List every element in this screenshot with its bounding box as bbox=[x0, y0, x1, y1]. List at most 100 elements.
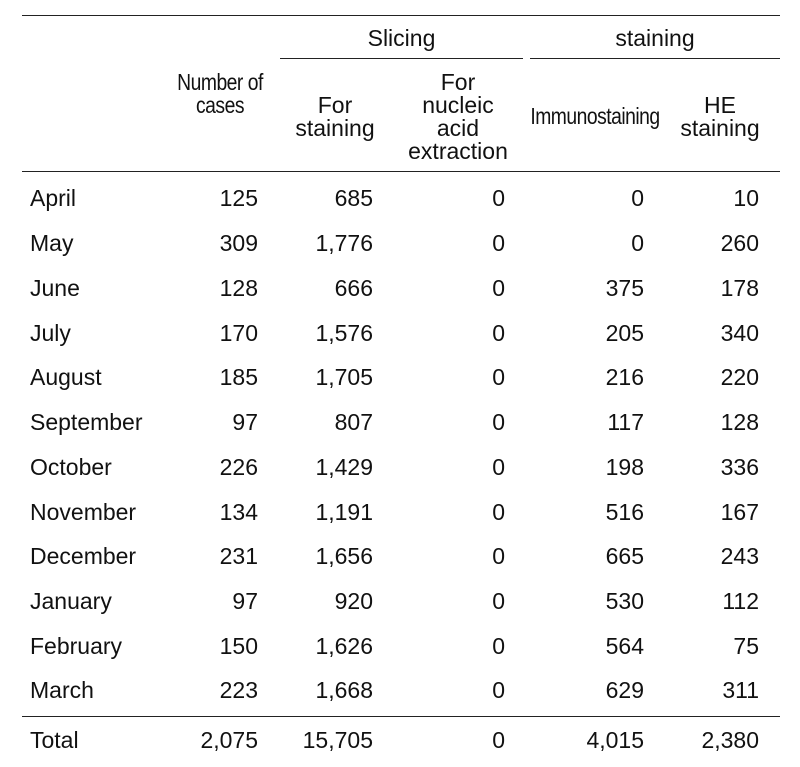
cell-he-staining: 260 bbox=[720, 230, 759, 256]
table-row: December 231 1,656 0 665 243 bbox=[0, 534, 800, 578]
cell-month: March bbox=[30, 677, 94, 703]
cell-immunostaining: 564 bbox=[605, 633, 644, 659]
cell-month: December bbox=[30, 543, 137, 569]
cell-month: February bbox=[30, 633, 123, 659]
slicing-group-rule bbox=[280, 58, 523, 59]
header-nucleic-acid-extraction: For nucleic acid extraction bbox=[398, 71, 518, 163]
cell-nucleic-acid: 0 bbox=[492, 320, 505, 346]
cell-number-of-cases: 128 bbox=[219, 275, 258, 301]
cell-nucleic-acid: 0 bbox=[492, 588, 505, 614]
cell-number-of-cases: 97 bbox=[232, 409, 258, 435]
cell-month: July bbox=[30, 320, 71, 346]
cell-for-staining: 1,191 bbox=[315, 499, 373, 525]
cell-for-staining: 1,429 bbox=[315, 454, 373, 480]
header-he-staining: HE staining bbox=[665, 94, 775, 140]
header-staining: staining bbox=[615, 25, 695, 51]
table-row: June 128 666 0 375 178 bbox=[0, 266, 800, 310]
table-row: May 309 1,776 0 0 260 bbox=[0, 221, 800, 265]
cell-he-staining: 167 bbox=[720, 499, 759, 525]
staining-group-rule bbox=[530, 58, 780, 59]
cell-nucleic-acid: 0 bbox=[492, 454, 505, 480]
cell-for-staining: 666 bbox=[334, 275, 373, 301]
table-row: March 223 1,668 0 629 311 bbox=[0, 668, 800, 712]
cell-he-staining: 336 bbox=[720, 454, 759, 480]
table-row: September 97 807 0 117 128 bbox=[0, 400, 800, 444]
cell-number-of-cases: 134 bbox=[219, 499, 258, 525]
cell-immunostaining: 117 bbox=[607, 409, 644, 435]
cell-immunostaining: 375 bbox=[605, 275, 644, 301]
cell-for-staining: 1,626 bbox=[315, 633, 373, 659]
cell-number-of-cases: 309 bbox=[219, 230, 258, 256]
cell-nucleic-acid: 0 bbox=[492, 364, 505, 390]
cell-for-staining: 1,656 bbox=[315, 543, 373, 569]
table-row: July 170 1,576 0 205 340 bbox=[0, 311, 800, 355]
cell-total-label: Total bbox=[30, 727, 79, 753]
header-nucleic-line1: For bbox=[440, 69, 476, 95]
cell-he-staining: 112 bbox=[722, 588, 759, 614]
header-nucleic-line2: nucleic bbox=[422, 92, 494, 118]
cell-month: May bbox=[30, 230, 74, 256]
header-cases-line2: cases bbox=[196, 92, 244, 118]
header-bottom-rule bbox=[22, 171, 780, 172]
table-total-row: Total 2,075 15,705 0 4,015 2,380 bbox=[0, 718, 800, 762]
cell-he-staining: 311 bbox=[722, 677, 759, 703]
cell-he-staining: 340 bbox=[720, 320, 759, 346]
cell-for-staining: 685 bbox=[334, 185, 373, 211]
cell-immunostaining: 216 bbox=[605, 364, 644, 390]
cell-total-number-of-cases: 2,075 bbox=[200, 727, 258, 753]
table-top-rule bbox=[22, 15, 780, 16]
cell-number-of-cases: 97 bbox=[232, 588, 258, 614]
table-row: April 125 685 0 0 10 bbox=[0, 176, 800, 220]
total-top-rule bbox=[22, 716, 780, 717]
header-for-staining-line1: For bbox=[317, 92, 353, 118]
cell-immunostaining: 198 bbox=[605, 454, 644, 480]
cell-for-staining: 1,668 bbox=[315, 677, 373, 703]
cell-nucleic-acid: 0 bbox=[492, 633, 505, 659]
cell-month: June bbox=[30, 275, 80, 301]
cell-immunostaining: 629 bbox=[605, 677, 644, 703]
cell-total-nucleic-acid: 0 bbox=[492, 727, 505, 753]
cell-nucleic-acid: 0 bbox=[492, 677, 505, 703]
cell-he-staining: 220 bbox=[720, 364, 759, 390]
cell-for-staining: 1,776 bbox=[315, 230, 373, 256]
cell-nucleic-acid: 0 bbox=[492, 409, 505, 435]
cell-nucleic-acid: 0 bbox=[492, 543, 505, 569]
header-number-of-cases: Number of cases bbox=[161, 71, 279, 117]
table-row: January 97 920 0 530 112 bbox=[0, 579, 800, 623]
header-cases-line1: Number of bbox=[177, 69, 263, 95]
cell-he-staining: 75 bbox=[733, 633, 759, 659]
cell-number-of-cases: 226 bbox=[219, 454, 258, 480]
header-nucleic-line4: extraction bbox=[408, 138, 508, 164]
header-he-line1: HE bbox=[704, 92, 736, 118]
cell-number-of-cases: 223 bbox=[219, 677, 258, 703]
cell-immunostaining: 0 bbox=[631, 230, 644, 256]
cell-nucleic-acid: 0 bbox=[492, 275, 505, 301]
header-for-staining-line2: staining bbox=[295, 115, 375, 141]
cell-immunostaining: 0 bbox=[631, 185, 644, 211]
cell-number-of-cases: 125 bbox=[219, 185, 258, 211]
table-row: February 150 1,626 0 564 75 bbox=[0, 624, 800, 668]
cell-month: August bbox=[30, 364, 102, 390]
cell-number-of-cases: 185 bbox=[219, 364, 258, 390]
cell-total-he-staining: 2,380 bbox=[701, 727, 759, 753]
cell-month: April bbox=[30, 185, 77, 211]
table-row: August 185 1,705 0 216 220 bbox=[0, 355, 800, 399]
cell-month: October bbox=[30, 454, 112, 480]
header-for-staining: For staining bbox=[275, 94, 395, 140]
cell-month: September bbox=[30, 409, 143, 435]
cell-number-of-cases: 150 bbox=[219, 633, 258, 659]
header-nucleic-line3: acid bbox=[436, 115, 480, 141]
cell-for-staining: 1,576 bbox=[315, 320, 373, 346]
cell-month: January bbox=[30, 588, 112, 614]
header-he-line2: staining bbox=[680, 115, 760, 141]
header-slicing: Slicing bbox=[367, 25, 436, 51]
cell-nucleic-acid: 0 bbox=[492, 230, 505, 256]
cell-he-staining: 178 bbox=[720, 275, 759, 301]
cell-he-staining: 128 bbox=[720, 409, 759, 435]
cell-number-of-cases: 170 bbox=[219, 320, 258, 346]
table-row: October 226 1,429 0 198 336 bbox=[0, 445, 800, 489]
cell-total-immunostaining: 4,015 bbox=[586, 727, 644, 753]
cell-for-staining: 807 bbox=[334, 409, 373, 435]
cell-month: November bbox=[30, 499, 137, 525]
cell-immunostaining: 516 bbox=[605, 499, 644, 525]
